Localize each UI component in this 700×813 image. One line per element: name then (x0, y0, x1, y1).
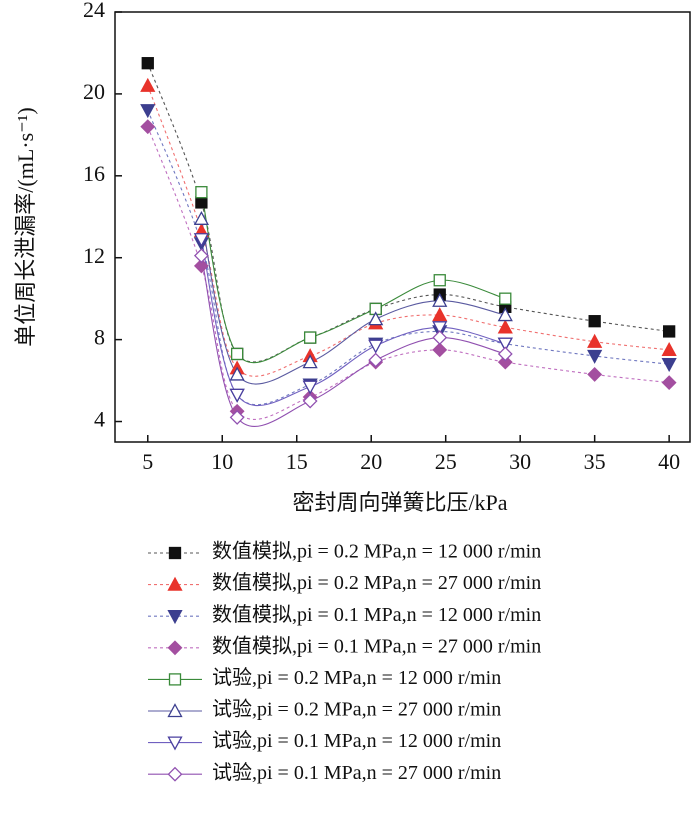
data-point (432, 330, 448, 345)
legend-marker (167, 736, 183, 751)
series-line (200, 255, 506, 427)
x-tick-label: 20 (360, 449, 382, 474)
data-point (302, 354, 318, 369)
data-point (661, 341, 677, 357)
data-point (229, 388, 245, 403)
legend-label: 数值模拟,pi = 0.2 MPa,n = 12 000 r/min (212, 540, 541, 563)
legend-label: 数值模拟,pi = 0.1 MPa,n = 27 000 r/min (212, 634, 541, 657)
legend-marker (167, 576, 183, 591)
legend-marker (167, 766, 183, 782)
data-point (368, 352, 384, 368)
legend-marker (168, 673, 182, 686)
legend-marker (167, 703, 183, 718)
series-line (147, 62, 670, 363)
data-point (497, 307, 513, 322)
y-axis-label: 单位周长泄漏率/(mL·s⁻¹) (13, 107, 38, 346)
data-point (587, 349, 603, 364)
data-point (193, 258, 209, 274)
data-point (141, 57, 154, 70)
x-tick-label: 10 (211, 449, 233, 474)
series-line (147, 126, 670, 420)
series-line (200, 239, 506, 407)
data-point (193, 248, 209, 264)
data-point (368, 339, 384, 354)
y-tick-label: 16 (83, 161, 105, 186)
data-point (229, 410, 245, 425)
data-point (432, 342, 448, 358)
data-point (195, 196, 208, 209)
data-point (497, 319, 513, 334)
legend-label: 试验,pi = 0.2 MPa,n = 27 000 r/min (212, 698, 501, 721)
y-tick-label: 20 (83, 79, 105, 104)
y-tick-label: 8 (94, 325, 105, 350)
data-point (140, 119, 156, 135)
data-point (193, 210, 209, 225)
data-point (497, 337, 513, 352)
data-point (432, 307, 448, 322)
data-point (661, 375, 677, 391)
data-point (229, 366, 245, 381)
data-point (433, 274, 446, 287)
legend-label: 数值模拟,pi = 0.1 MPa,n = 12 000 r/min (212, 603, 541, 626)
data-point (195, 186, 208, 199)
data-point (140, 77, 156, 92)
legend-label: 试验,pi = 0.1 MPa,n = 12 000 r/min (212, 729, 501, 752)
data-point (662, 325, 676, 338)
data-point (302, 393, 318, 409)
x-tick-label: 40 (658, 449, 680, 474)
data-point (303, 331, 317, 344)
data-point (302, 380, 318, 395)
data-point (499, 292, 512, 305)
legend-marker (167, 640, 183, 656)
x-tick-label: 35 (584, 449, 606, 474)
legend-marker (167, 610, 183, 625)
x-tick-label: 5 (142, 449, 153, 474)
data-point (661, 358, 677, 373)
plot-frame (114, 11, 691, 443)
x-axis-label: 密封周向弹簧比压/kPa (292, 490, 507, 515)
data-point (587, 333, 603, 348)
data-point (432, 292, 448, 307)
legend-label: 试验,pi = 0.1 MPa,n = 27 000 r/min (212, 761, 501, 784)
series-line (147, 110, 670, 406)
series-line (200, 192, 506, 364)
legend-label: 数值模拟,pi = 0.2 MPa,n = 27 000 r/min (212, 571, 541, 594)
data-point (497, 346, 513, 362)
data-point (497, 354, 513, 370)
y-tick-label: 12 (83, 243, 105, 268)
data-point (231, 347, 244, 361)
y-tick-label: 4 (94, 407, 105, 432)
data-point (432, 321, 448, 336)
data-point (140, 104, 156, 119)
data-point (193, 233, 209, 248)
data-point (368, 311, 384, 326)
legend-label: 试验,pi = 0.2 MPa,n = 12 000 r/min (212, 666, 501, 689)
legend-marker (168, 546, 182, 560)
y-tick-label: 24 (83, 0, 105, 22)
x-tick-label: 25 (435, 449, 457, 474)
x-tick-label: 15 (286, 449, 308, 474)
x-tick-label: 30 (509, 449, 531, 474)
data-point (588, 315, 601, 328)
data-point (587, 367, 603, 382)
